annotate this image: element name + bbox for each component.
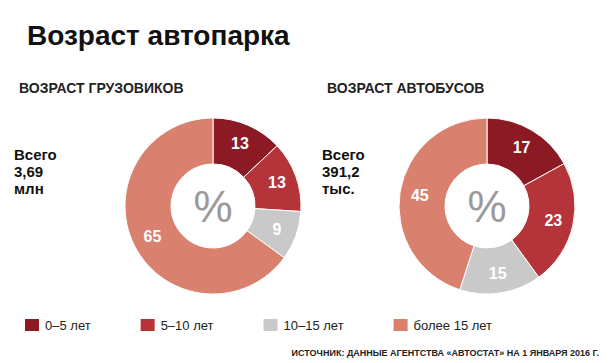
svg-text:ВОЗРАСТ АВТОБУСОВ: ВОЗРАСТ АВТОБУСОВ (327, 80, 484, 96)
svg-text:тыс.: тыс. (322, 180, 355, 197)
svg-text:более 15 лет: более 15 лет (414, 318, 493, 333)
svg-text:млн: млн (14, 180, 44, 197)
svg-text:Возраст автопарка: Возраст автопарка (27, 20, 290, 51)
svg-text:15: 15 (489, 265, 507, 282)
svg-text:23: 23 (544, 212, 562, 229)
svg-text:%: % (467, 182, 506, 231)
svg-text:65: 65 (144, 228, 162, 245)
svg-text:0–5 лет: 0–5 лет (45, 318, 91, 333)
svg-text:5–10 лет: 5–10 лет (161, 318, 214, 333)
svg-text:45: 45 (411, 187, 429, 204)
svg-text:Всего: Всего (322, 146, 365, 163)
svg-text:9: 9 (273, 221, 282, 238)
svg-text:ИСТОЧНИК: ДАННЫЕ АГЕНТСТВА «АВ: ИСТОЧНИК: ДАННЫЕ АГЕНТСТВА «АВТОСТАТ» НА… (292, 348, 599, 358)
svg-text:17: 17 (513, 139, 531, 156)
svg-text:3,69: 3,69 (14, 163, 43, 180)
svg-text:391,2: 391,2 (322, 163, 360, 180)
svg-text:13: 13 (231, 135, 249, 152)
svg-text:ВОЗРАСТ ГРУЗОВИКОВ: ВОЗРАСТ ГРУЗОВИКОВ (19, 80, 184, 96)
svg-text:%: % (193, 182, 232, 231)
svg-text:10–15 лет: 10–15 лет (284, 318, 344, 333)
svg-text:Всего: Всего (14, 146, 57, 163)
svg-text:13: 13 (268, 174, 286, 191)
